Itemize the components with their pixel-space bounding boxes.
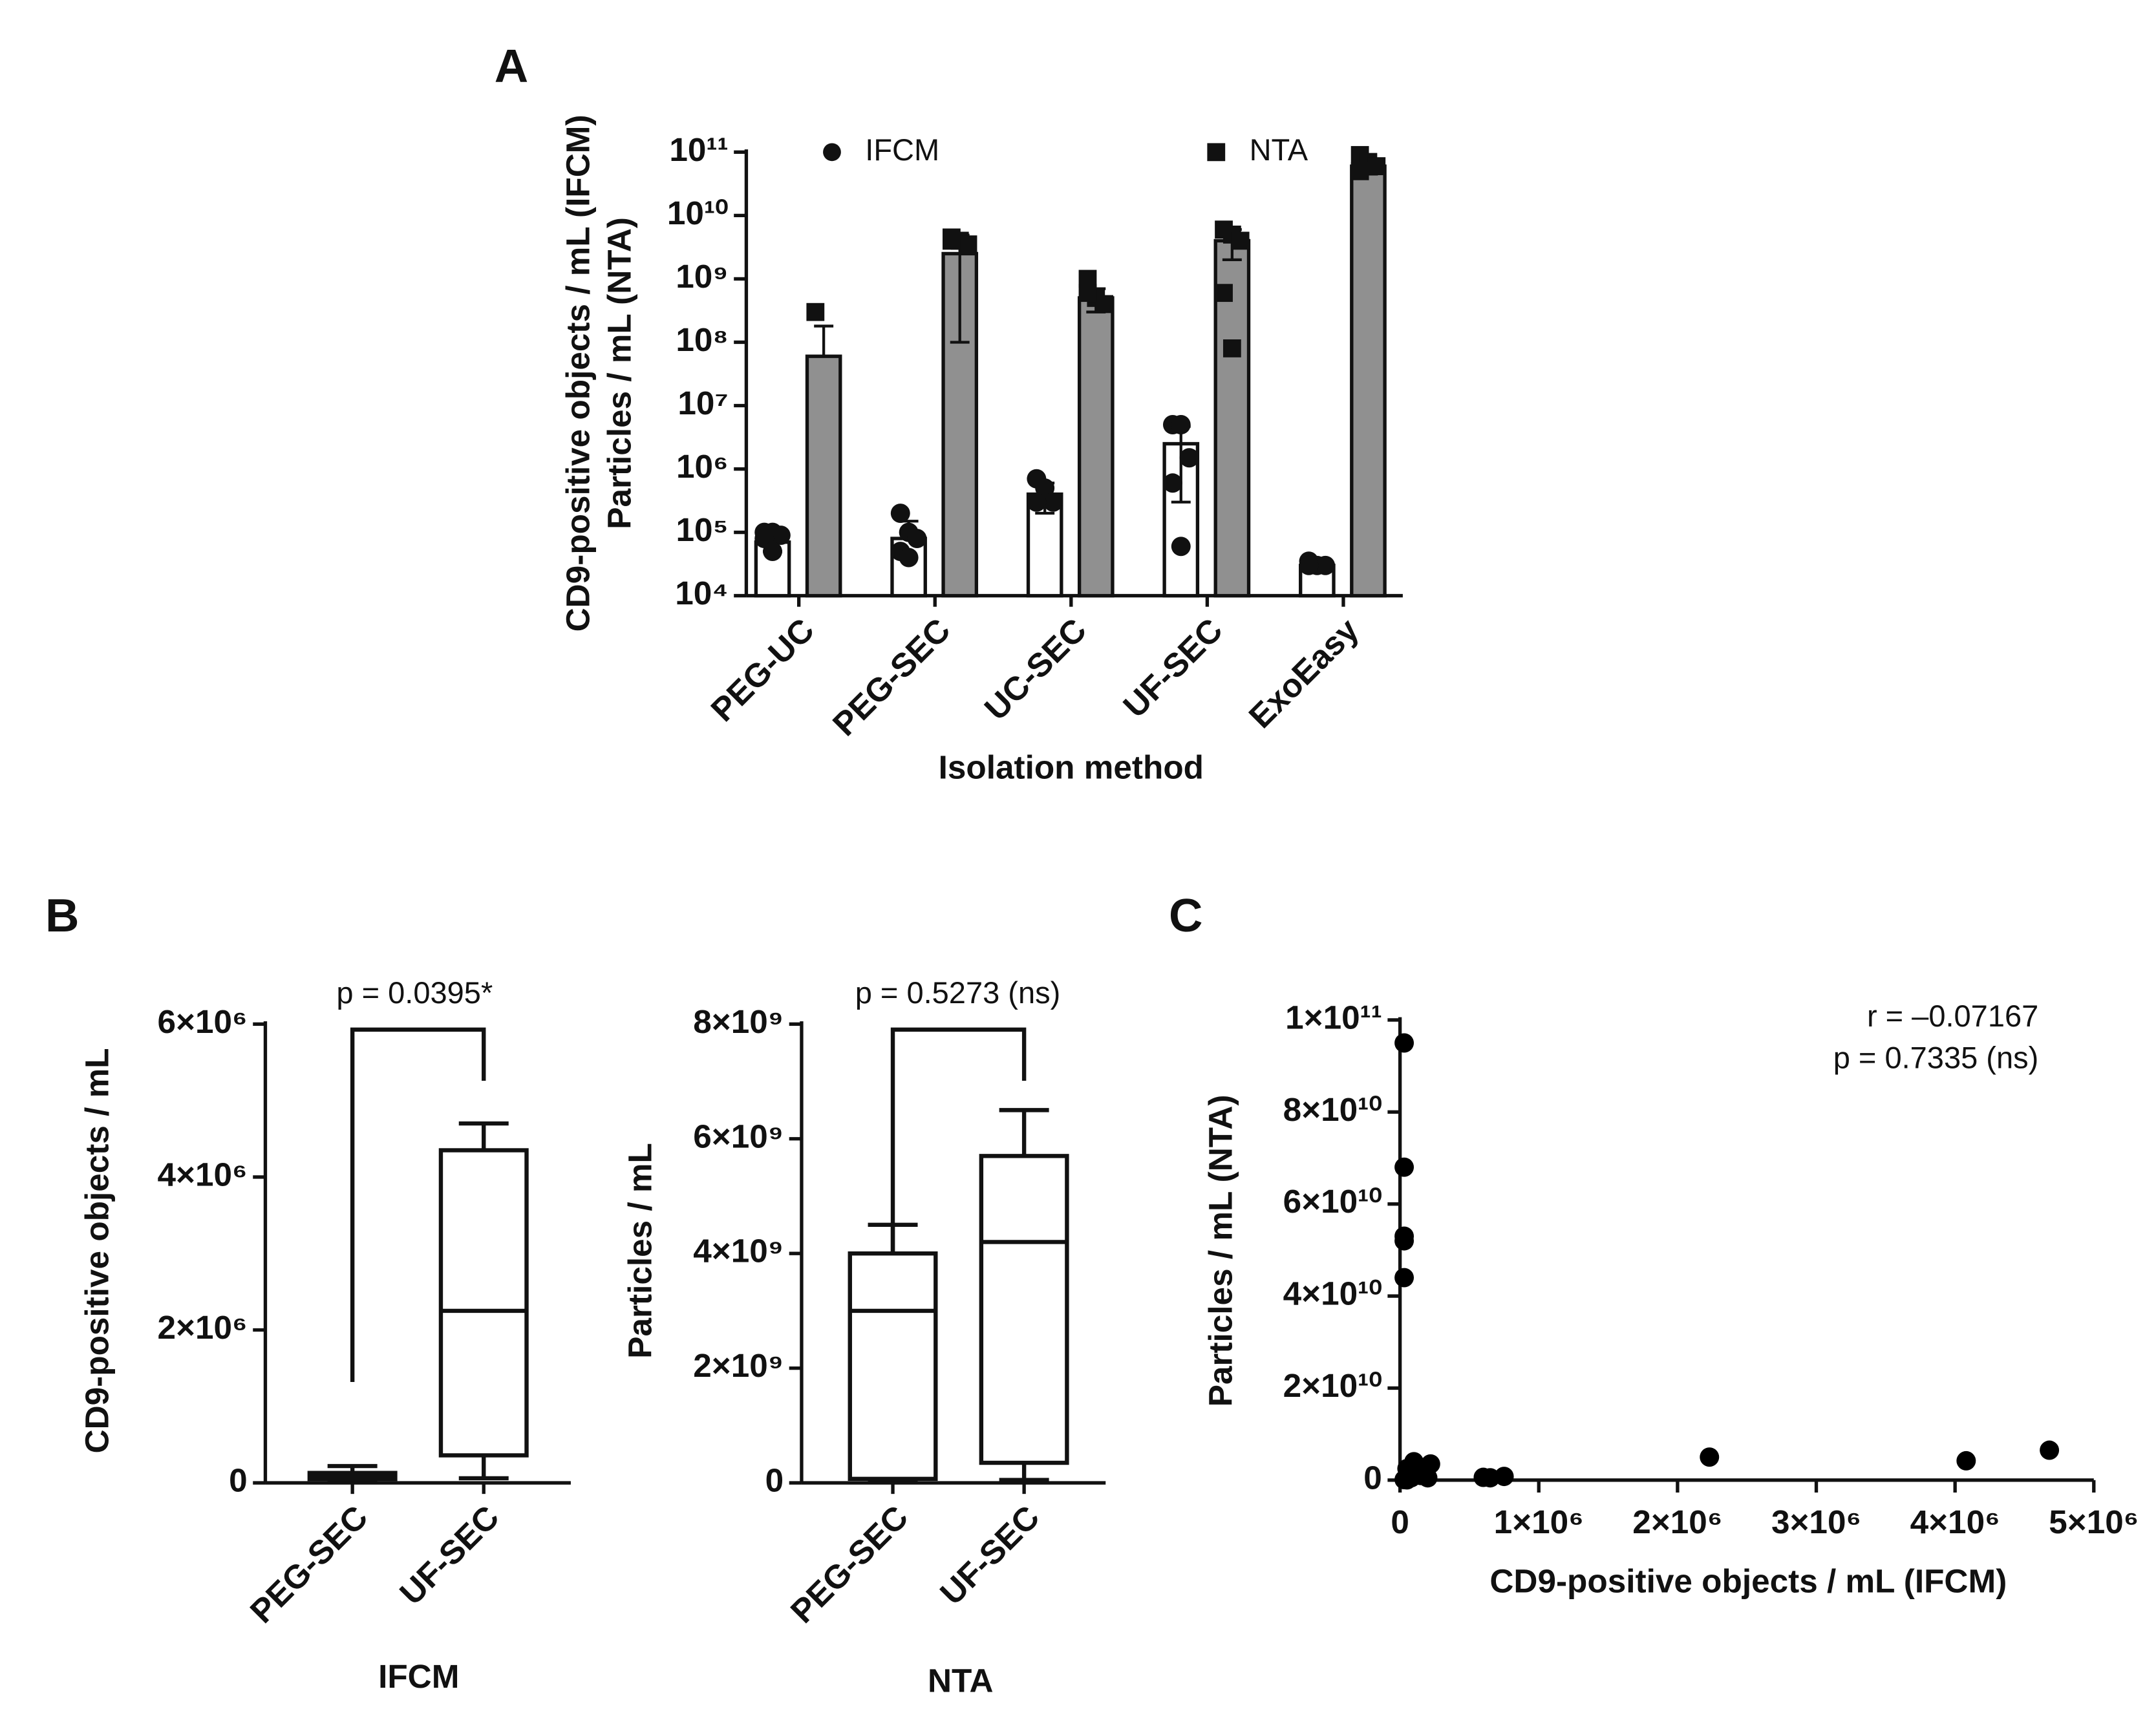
legend-label: IFCM <box>865 133 939 167</box>
y-axis-label: Particles / mL <box>622 1143 659 1359</box>
box <box>979 1154 1069 1465</box>
box <box>438 1148 529 1458</box>
y-tick-label: 4×10⁹ <box>693 1233 784 1270</box>
x-axis-label: NTA <box>928 1663 994 1699</box>
data-point <box>1316 555 1336 575</box>
y-tick-label: 6×10⁶ <box>157 1003 247 1040</box>
y-tick-label: 6×10⁹ <box>693 1118 784 1154</box>
annotation: r = –0.07167 <box>1867 999 2038 1033</box>
data-point <box>1480 1468 1500 1488</box>
y-tick-label: 4×10⁶ <box>157 1156 247 1193</box>
y-tick-label: 10⁸ <box>676 321 728 358</box>
y-tick-label: 0 <box>765 1462 784 1499</box>
data-point <box>1231 231 1250 250</box>
data-point <box>1179 448 1199 468</box>
y-tick-label: 2×10⁹ <box>693 1347 784 1384</box>
data-point <box>1394 1268 1414 1288</box>
data-point <box>1035 478 1055 498</box>
y-tick-label: 10⁶ <box>676 448 729 485</box>
y-tick-label: 10⁵ <box>676 511 728 548</box>
annotation: p = 0.7335 (ns) <box>1833 1040 2039 1074</box>
data-point <box>1171 415 1191 434</box>
bar <box>1077 296 1115 598</box>
data-point <box>1171 537 1191 557</box>
x-axis-label: IFCM <box>378 1658 459 1695</box>
data-point <box>1494 1467 1514 1487</box>
bracket <box>890 1027 1027 1383</box>
y-tick-label: 0 <box>229 1462 248 1499</box>
bracket <box>350 1027 486 1383</box>
legend-label: NTA <box>1250 133 1308 167</box>
y-tick-label: 0 <box>1363 1459 1382 1496</box>
y-tick-label: 10⁴ <box>675 575 728 611</box>
y-tick-label: 8×10¹⁰ <box>1283 1091 1382 1128</box>
data-point <box>959 235 977 253</box>
data-point <box>907 529 927 549</box>
data-point <box>771 526 791 546</box>
box <box>848 1251 938 1482</box>
y-axis-label: Particles / mL (NTA) <box>601 217 638 529</box>
x-tick-label: 2×10⁶ <box>1632 1504 1722 1540</box>
y-tick-label: 10⁷ <box>678 385 728 421</box>
panel-label: B <box>45 889 79 942</box>
y-tick-label: 4×10¹⁰ <box>1283 1275 1382 1312</box>
legend-marker <box>823 143 841 162</box>
x-tick-label: 1×10⁶ <box>1494 1504 1584 1540</box>
y-axis-label: CD9-positive objects / mL (IFCM) <box>559 114 596 632</box>
y-tick-label: 1×10¹¹ <box>1285 999 1382 1036</box>
y-tick-label: 2×10⁶ <box>157 1309 247 1346</box>
panel-label: C <box>1169 889 1202 942</box>
x-axis-label: CD9-positive objects / mL (IFCM) <box>1489 1563 2007 1600</box>
data-point <box>1394 1231 1414 1251</box>
data-point <box>1027 492 1047 512</box>
data-point <box>2040 1440 2060 1460</box>
y-tick-label: 10¹⁰ <box>667 195 729 231</box>
y-tick-label: 8×10⁹ <box>693 1003 784 1040</box>
y-axis-label: Particles / mL (NTA) <box>1202 1095 1239 1407</box>
x-tick-label: 4×10⁶ <box>1910 1504 2000 1540</box>
data-point <box>1095 295 1114 314</box>
y-tick-label: 10¹¹ <box>669 131 728 168</box>
data-point <box>1367 157 1386 175</box>
y-tick-label: 6×10¹⁰ <box>1283 1183 1382 1220</box>
data-point <box>1350 162 1369 180</box>
data-point <box>1222 339 1241 357</box>
x-axis-label: Isolation method <box>939 749 1204 786</box>
data-point <box>890 504 910 524</box>
data-point <box>763 542 783 562</box>
data-point <box>1394 1033 1414 1053</box>
annotation: p = 0.0395* <box>336 975 493 1010</box>
data-point <box>1043 492 1063 512</box>
data-point <box>1700 1447 1720 1467</box>
legend-marker <box>1207 143 1226 162</box>
y-axis-label: CD9-positive objects / mL <box>78 1048 115 1453</box>
data-point <box>1394 1157 1414 1177</box>
x-tick-label: 3×10⁶ <box>1771 1504 1861 1540</box>
x-tick-label: 5×10⁶ <box>2049 1504 2139 1540</box>
data-point <box>806 303 825 321</box>
data-point <box>1162 473 1182 493</box>
data-point <box>942 231 961 250</box>
data-point <box>1299 555 1319 575</box>
data-point <box>1078 284 1097 303</box>
x-tick-label: 0 <box>1391 1504 1409 1540</box>
data-point <box>1397 1470 1417 1490</box>
annotation: p = 0.5273 (ns) <box>855 975 1061 1010</box>
data-point <box>1418 1468 1438 1488</box>
bar <box>1350 164 1387 598</box>
data-point <box>899 547 919 568</box>
panel-label: A <box>495 39 528 92</box>
data-point <box>1956 1451 1976 1471</box>
y-tick-label: 2×10¹⁰ <box>1283 1367 1382 1404</box>
bar <box>805 354 842 598</box>
y-tick-label: 10⁹ <box>676 258 728 295</box>
data-point <box>1215 284 1233 303</box>
